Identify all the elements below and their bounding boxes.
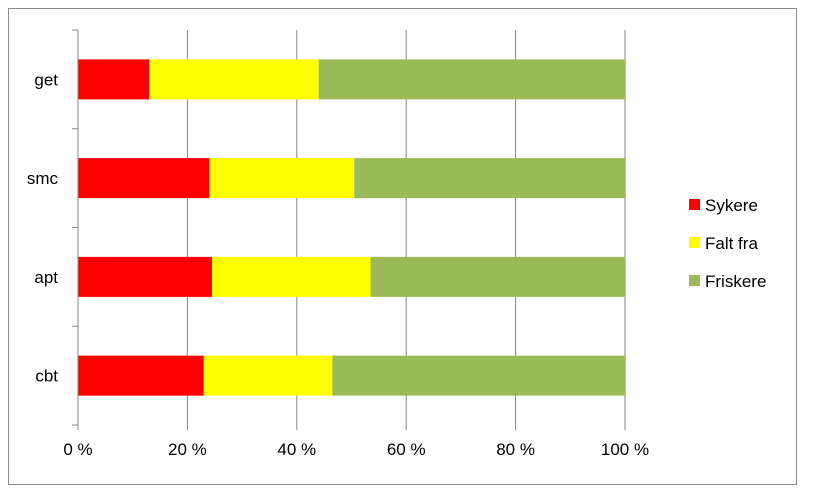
y-category-label: apt (34, 268, 58, 287)
y-category-label: get (34, 70, 58, 89)
legend-label: Friskere (705, 272, 766, 291)
bar-segment (370, 256, 625, 297)
bar-segment (354, 158, 625, 199)
bar-segment (212, 256, 371, 297)
bar-segment (203, 355, 333, 396)
y-category-label: smc (27, 169, 59, 188)
bar-segment (78, 355, 204, 396)
legend: Sykere Falt fra Friskere (689, 196, 766, 291)
legend-swatch (689, 237, 700, 248)
legend-swatch (689, 199, 700, 210)
legend-label: Sykere (705, 196, 758, 215)
bar-segment (209, 158, 355, 199)
x-tick-label: 60 % (387, 440, 426, 459)
bar-segment (78, 256, 213, 297)
bar-segment (149, 59, 319, 100)
x-tick-label: 40 % (277, 440, 316, 459)
bars (78, 59, 625, 396)
y-category-label: cbt (35, 367, 58, 386)
bar-segment (78, 59, 150, 100)
bar-segment (318, 59, 625, 100)
x-tick-label: 0 % (63, 440, 92, 459)
x-tick-label: 80 % (496, 440, 535, 459)
legend-label: Falt fra (705, 234, 758, 253)
legend-swatch (689, 275, 700, 286)
x-tick-label: 20 % (168, 440, 207, 459)
axes: 0 % 20 % 40 % 60 % 80 % 100 % get smc apt cbt (27, 29, 649, 459)
bar-segment (332, 355, 625, 396)
bar-segment (78, 158, 210, 199)
x-tick-label: 100 % (601, 440, 649, 459)
